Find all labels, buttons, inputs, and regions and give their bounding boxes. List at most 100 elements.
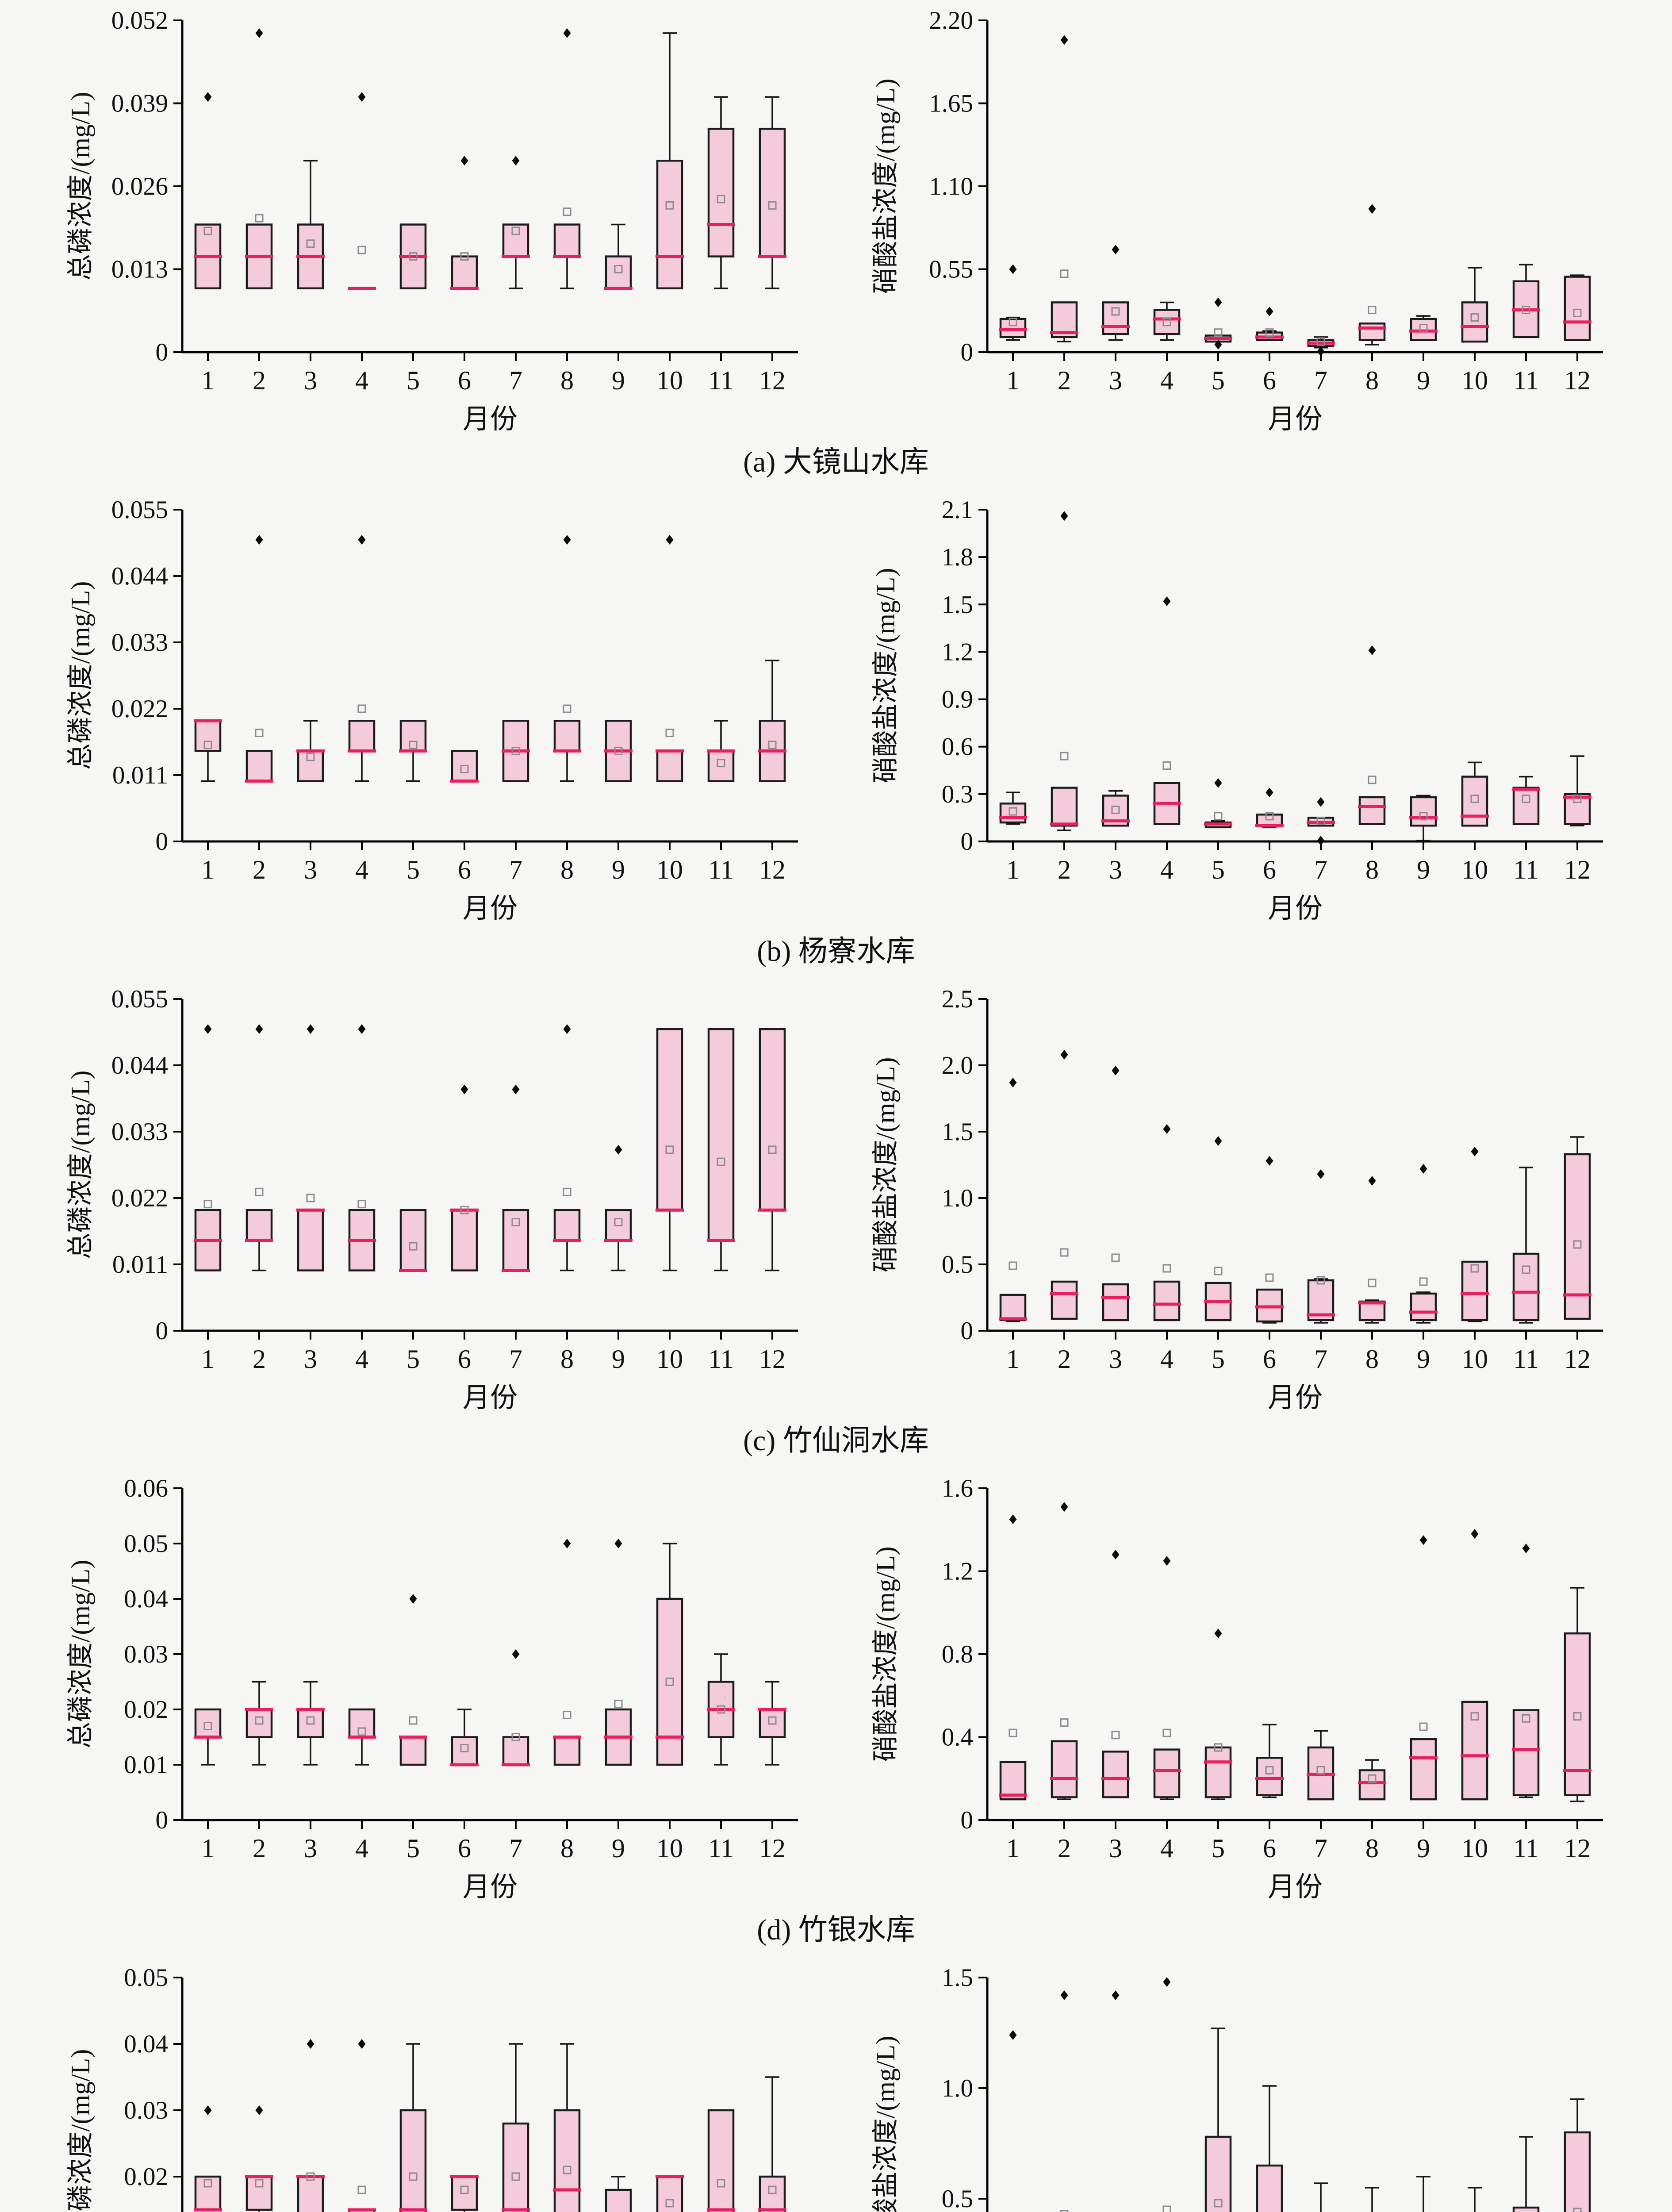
- y-tick-label: 1.2: [942, 1558, 973, 1586]
- box-plot-month-5: [399, 223, 427, 290]
- chart-pair-b: 0 0.011 0.022 0.033 0.044 0.055 总磷浓度/(mg/L) 1 2 3…: [58, 491, 1614, 927]
- y-axis-label: 总磷浓度/(mg/L): [66, 581, 95, 770]
- x-tick-label: 10: [656, 366, 683, 395]
- panel-b-left: 0 0.011 0.022 0.033 0.044 0.055 总磷浓度/(mg/L) 1 2 3…: [58, 491, 809, 927]
- box-plot-month-4: [348, 535, 376, 782]
- box-plot-month-6: [1255, 306, 1284, 341]
- outlier-point: [358, 92, 366, 102]
- x-axis-label: 月份: [1268, 1383, 1323, 1413]
- x-tick-label: 3: [1109, 366, 1122, 395]
- x-tick-label: 8: [560, 855, 574, 884]
- outlier-point: [1112, 1990, 1120, 2000]
- x-tick-label: 5: [406, 1834, 420, 1863]
- x-tick-label: 11: [1513, 366, 1539, 395]
- figure-row-d: 0 0.01 0.02 0.03 0.04 0.05 0.06 总磷浓度/(mg/L) 1 2 3 4…: [0, 1470, 1672, 1959]
- box-plot-month-5: [399, 720, 427, 782]
- y-tick-label: 0.055: [111, 496, 168, 524]
- box-plot-month-7: [1307, 797, 1335, 846]
- box-plot-month-4: [1153, 596, 1181, 825]
- box-plot-month-2: [245, 1681, 273, 1766]
- x-tick-label: 3: [304, 366, 317, 395]
- y-tick-label: 0: [961, 828, 974, 856]
- x-tick-label: 11: [708, 366, 734, 395]
- y-tick-label: 0: [961, 1317, 974, 1345]
- box-plot-month-6: [450, 1084, 479, 1271]
- box-plot-month-2: [245, 2105, 273, 2212]
- x-axis-label: 月份: [1268, 1872, 1323, 1902]
- caption-c: (c) 竹仙洞水库: [743, 1425, 929, 1457]
- outlier-point: [614, 1539, 622, 1548]
- x-tick-label: 1: [1006, 1834, 1020, 1863]
- y-tick-label: 0.033: [111, 629, 168, 657]
- box-plot-month-3: [296, 720, 325, 782]
- box-plot-month-10: [656, 1543, 684, 1766]
- box-plot-month-12: [758, 1681, 786, 1766]
- box-plot-month-8: [553, 535, 581, 782]
- box-plot-month-3: [296, 2039, 325, 2212]
- x-axis-label: 月份: [463, 1383, 518, 1413]
- outlier-point: [1060, 1990, 1068, 2000]
- outlier-point: [1060, 1050, 1068, 1060]
- outlier-point: [563, 1539, 571, 1548]
- y-tick-label: 1.5: [942, 1964, 973, 1992]
- x-tick-label: 9: [612, 1834, 625, 1863]
- outlier-point: [255, 1024, 263, 1034]
- x-tick-label: 12: [759, 855, 786, 884]
- chart-pair-c: 0 0.011 0.022 0.033 0.044 0.055 总磷浓度/(mg/L) 1 2 3…: [58, 980, 1614, 1417]
- y-tick-label: 0.03: [124, 1640, 168, 1668]
- box-plot-month-5: [1204, 778, 1232, 829]
- y-tick-label: 0.02: [124, 2163, 168, 2191]
- x-tick-label: 9: [612, 366, 625, 395]
- box-plot-month-11: [1512, 2136, 1540, 2212]
- outlier-point: [460, 156, 468, 166]
- caption-d: (d) 竹银水库: [757, 1914, 915, 1946]
- x-tick-label: 6: [458, 855, 471, 884]
- box-plot-month-9: [604, 720, 633, 782]
- x-tick-label: 8: [560, 366, 574, 395]
- y-tick-label: 0.06: [124, 1475, 168, 1502]
- outlier-point: [1317, 1169, 1325, 1179]
- box-plot-month-9: [604, 223, 633, 290]
- outlier-point: [1112, 245, 1120, 255]
- outlier-point: [409, 1594, 417, 1604]
- y-tick-label: 1.0: [942, 1184, 973, 1212]
- y-tick-label: 1.6: [942, 1475, 973, 1502]
- y-tick-label: 0.013: [111, 256, 168, 284]
- outlier-point: [512, 1649, 520, 1659]
- x-tick-label: 6: [1263, 366, 1276, 395]
- x-tick-label: 1: [1006, 855, 1020, 884]
- box-plot-month-10: [656, 32, 684, 290]
- box-plot-month-3: [296, 160, 325, 290]
- x-tick-label: 4: [1160, 855, 1173, 884]
- x-tick-label: 4: [355, 366, 368, 395]
- outlier-point: [1214, 778, 1222, 788]
- box-plot-month-7: [502, 2043, 530, 2212]
- box-plot-month-2: [245, 535, 273, 783]
- panel-d-left: 0 0.01 0.02 0.03 0.04 0.05 0.06 总磷浓度/(mg/L) 1 2 3 4…: [58, 1470, 809, 1906]
- x-axis-label: 月份: [1268, 894, 1323, 924]
- box-plot-month-12: [1563, 1587, 1591, 1802]
- box-plot-month-1: [999, 264, 1027, 341]
- outlier-point: [1112, 1066, 1120, 1075]
- x-tick-label: 12: [1564, 1834, 1591, 1863]
- box-plot-month-4: [1153, 1556, 1181, 1800]
- x-tick-label: 5: [406, 1344, 420, 1374]
- x-tick-label: 4: [1160, 1834, 1173, 1863]
- figure-row-b: 0 0.011 0.022 0.033 0.044 0.055 总磷浓度/(mg/L) 1 2 3…: [0, 491, 1672, 980]
- x-tick-label: 10: [656, 1834, 683, 1863]
- box-plot-month-3: [1112, 1990, 1120, 2000]
- box-plot-month-8: [1365, 2187, 1379, 2212]
- box-plot-month-7: [1314, 2182, 1328, 2212]
- outlier-point: [1060, 35, 1068, 45]
- y-tick-label: 0: [156, 1806, 169, 1834]
- chart-pair-a: 0 0.013 0.026 0.039 0.052 总磷浓度/(mg/L) 1 2 3 4 5 6 7 8…: [58, 2, 1614, 438]
- y-tick-label: 0.044: [111, 562, 168, 590]
- y-tick-label: 2.20: [929, 7, 973, 35]
- box-plot-month-6: [1255, 1724, 1284, 1798]
- box-plot-month-4: [1153, 1124, 1181, 1321]
- x-tick-label: 8: [1365, 1344, 1379, 1374]
